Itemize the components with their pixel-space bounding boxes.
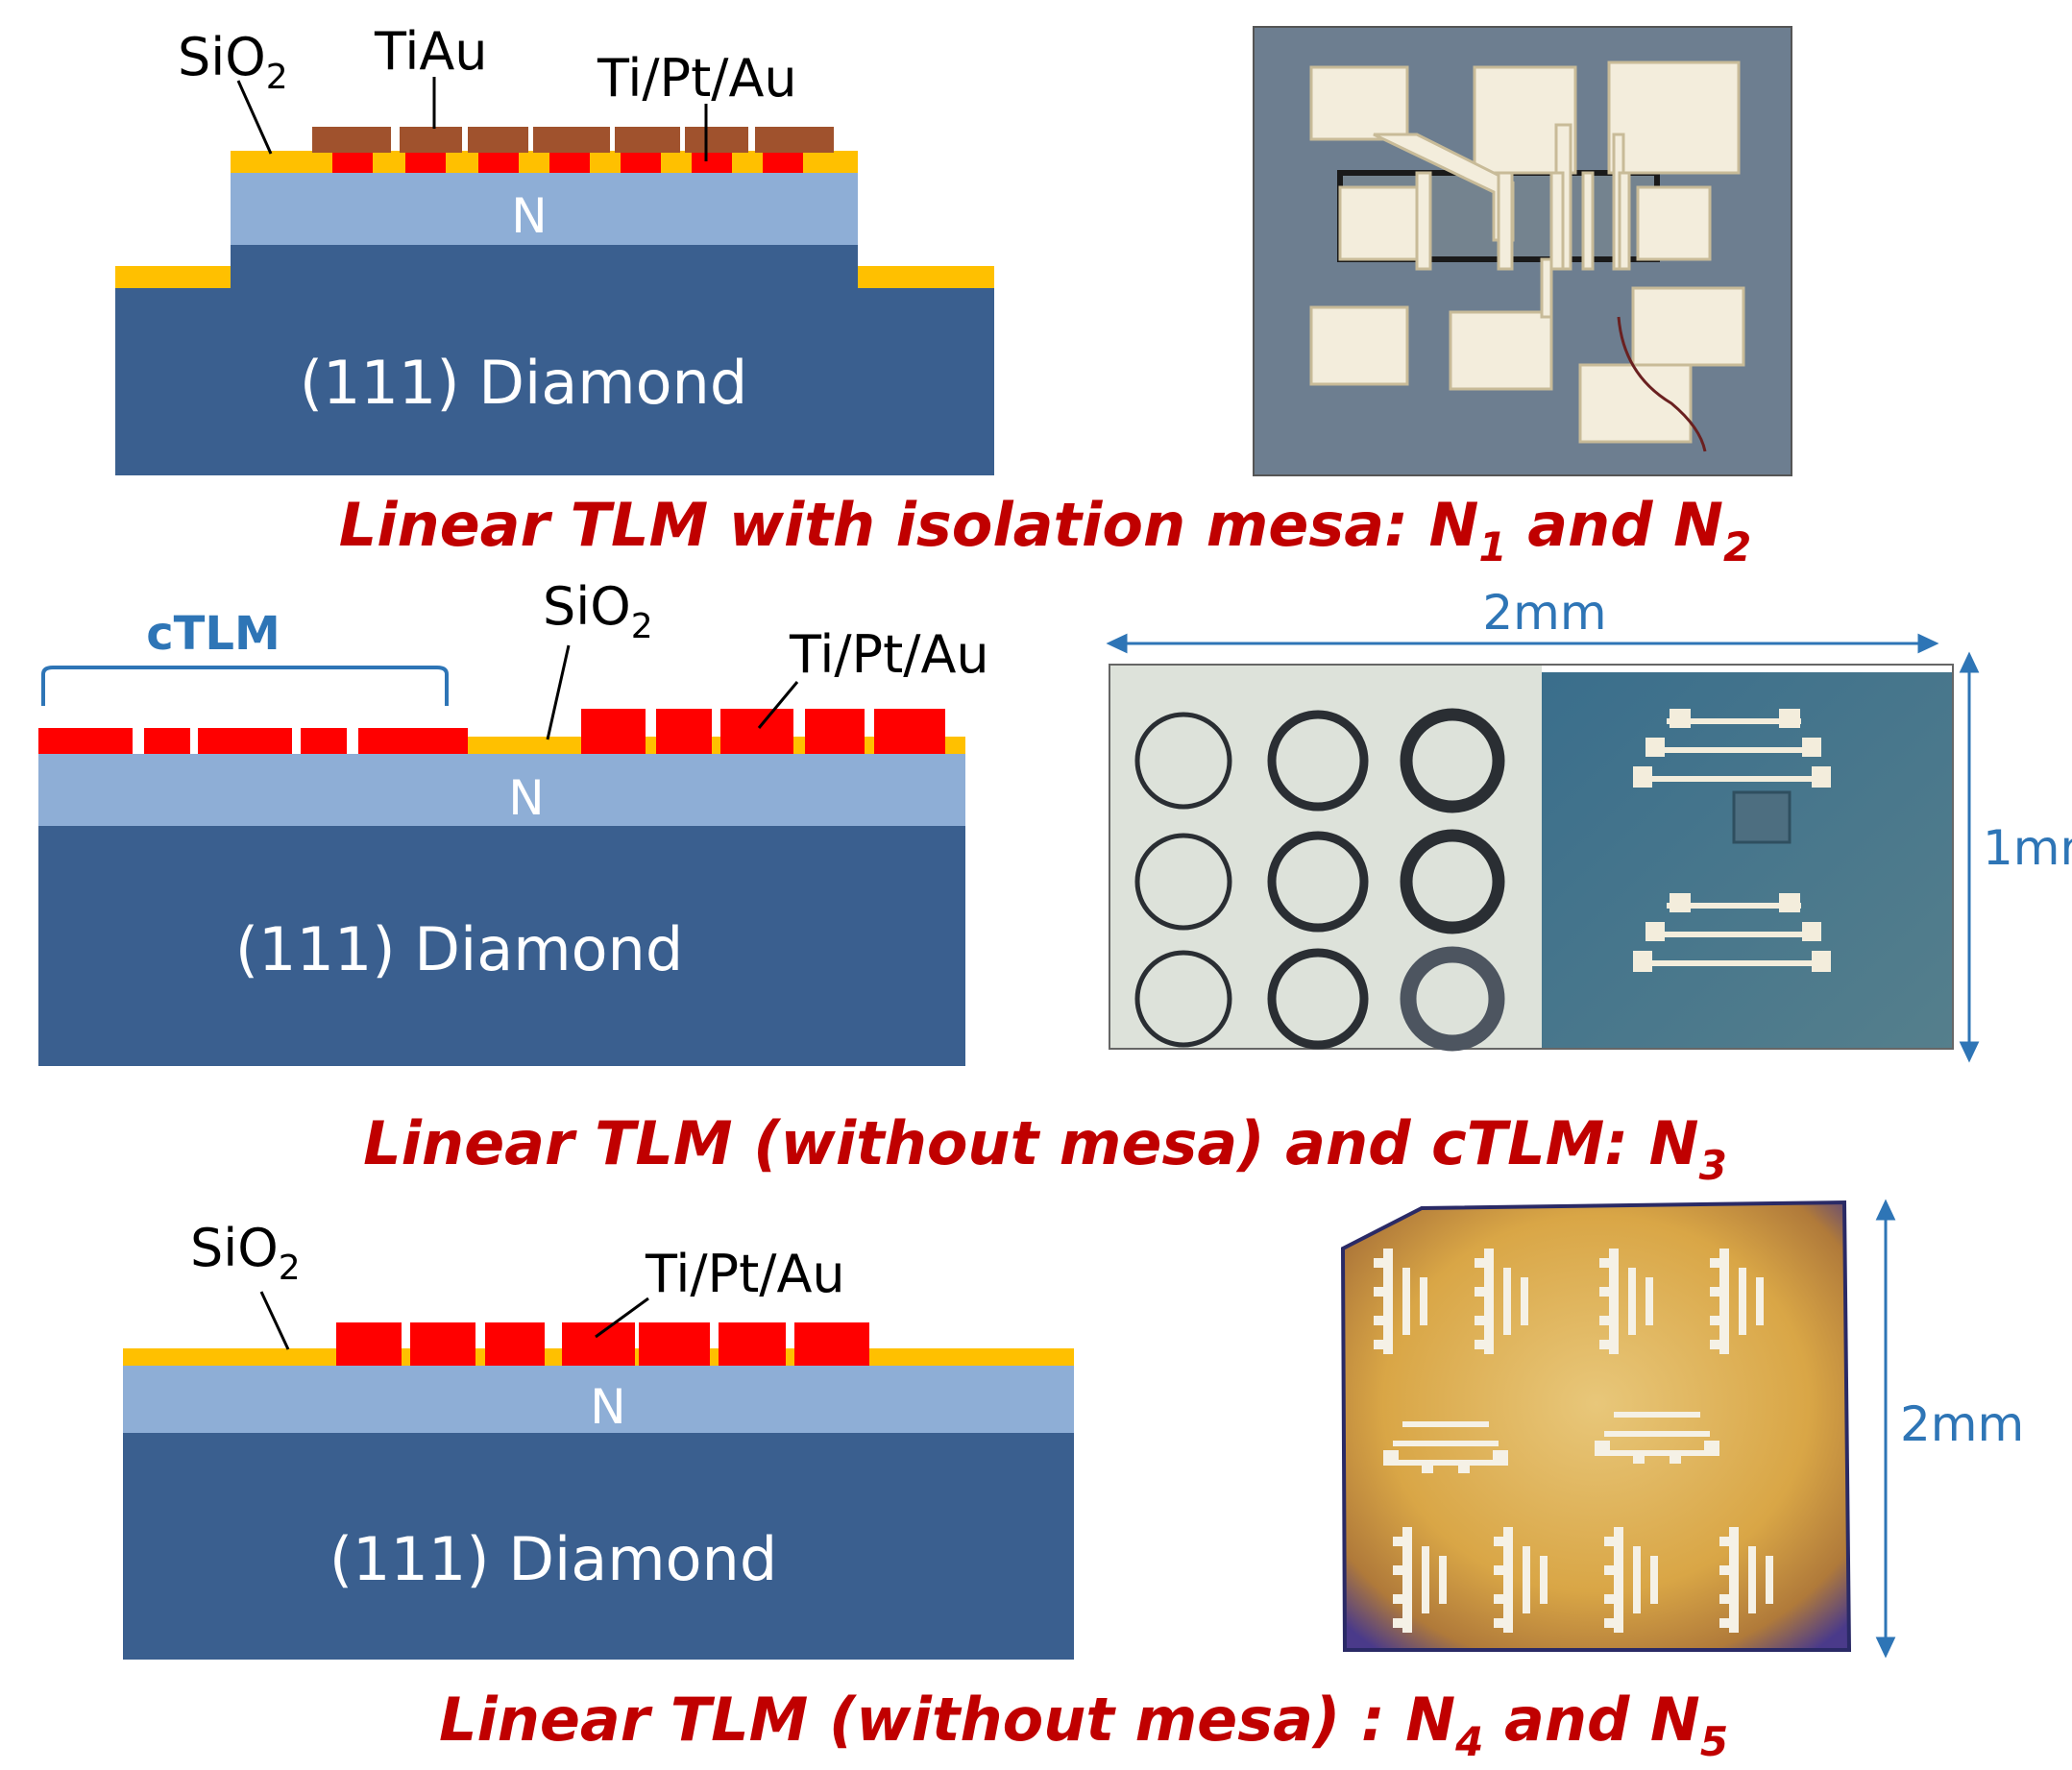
panel2-n-label: N: [508, 770, 544, 826]
panel2-substrate: [38, 826, 965, 1066]
panel2-caption: Linear TLM (without mesa) and cTLM: N3: [363, 1108, 1727, 1189]
panel2-width-label: 2mm: [1482, 585, 1606, 641]
panel2-sio2-leader: [546, 644, 571, 740]
panel2-n-layer: [38, 754, 965, 826]
panel3-substrate-label: (111) Diamond: [329, 1524, 777, 1594]
panel1-sio2-left-shoulder: [115, 266, 231, 288]
panel2-tiptau-contacts: [581, 709, 945, 754]
panel2-sio2-label: SiO2: [543, 576, 653, 646]
panel1-tiau-label: TiAu: [374, 21, 488, 82]
panel1-micrograph: [1253, 26, 1792, 476]
panel1-sio2-leader: [236, 80, 273, 155]
panel1-substrate-label: (111) Diamond: [300, 348, 747, 418]
panel2-height-label: 1mm: [1983, 820, 2072, 876]
panel1-cross-section: N (111) Diamond SiO2 TiAu Ti/Pt/Au: [115, 21, 994, 475]
panel1-substrate: [115, 245, 994, 475]
panel2-ctlm-label: cTLM: [146, 607, 280, 661]
panel1-n-layer: [231, 173, 858, 245]
panel2-substrate-label: (111) Diamond: [235, 914, 683, 984]
panel3-micrograph: [1338, 1200, 1852, 1654]
panel3-tiptau-label: Ti/Pt/Au: [645, 1244, 845, 1304]
panel2-height-arrow: [1959, 651, 1980, 1063]
panel1-tiau-pads: [312, 127, 834, 153]
panel1-sio2-label: SiO2: [178, 27, 288, 97]
panel3-height-label: 2mm: [1900, 1396, 2024, 1452]
panel1-tiptau-label: Ti/Pt/Au: [597, 48, 797, 109]
panel3-cross-section: N (111) Diamond SiO2 Ti/Pt/Au: [123, 1218, 1074, 1660]
panel2-ctlm-bracket: [41, 666, 449, 706]
panel2-ctlm-contacts: [38, 728, 468, 754]
panel3-height-arrow: [1875, 1199, 1896, 1659]
panel1-caption: Linear TLM with isolation mesa: N1 and N…: [339, 490, 1752, 570]
panel2-cross-section: N (111) Diamond cTLM SiO2 Ti/Pt/Au: [38, 576, 989, 1066]
panel2-tiptau-label: Ti/Pt/Au: [789, 624, 989, 685]
panel2-width-arrow: [1106, 633, 1939, 654]
panel3-n-label: N: [590, 1379, 625, 1435]
panel2-micrograph: [1109, 664, 1954, 1052]
panel1-contacts: [332, 151, 803, 173]
panel3-tiptau-leader: [595, 1297, 649, 1339]
panel3-caption: Linear TLM (without mesa) : N4 and N5: [439, 1685, 1728, 1765]
panel3-sio2-leader: [259, 1291, 290, 1350]
panel2-tiptau-leader: [757, 681, 799, 729]
panel3-n-layer: [123, 1366, 1074, 1433]
panel3-sio2-label: SiO2: [190, 1218, 301, 1288]
panel3-substrate: [123, 1433, 1074, 1660]
panel1-sio2-right-shoulder: [858, 266, 994, 288]
panel3-contacts: [336, 1322, 869, 1366]
panel1-n-label: N: [511, 188, 547, 244]
